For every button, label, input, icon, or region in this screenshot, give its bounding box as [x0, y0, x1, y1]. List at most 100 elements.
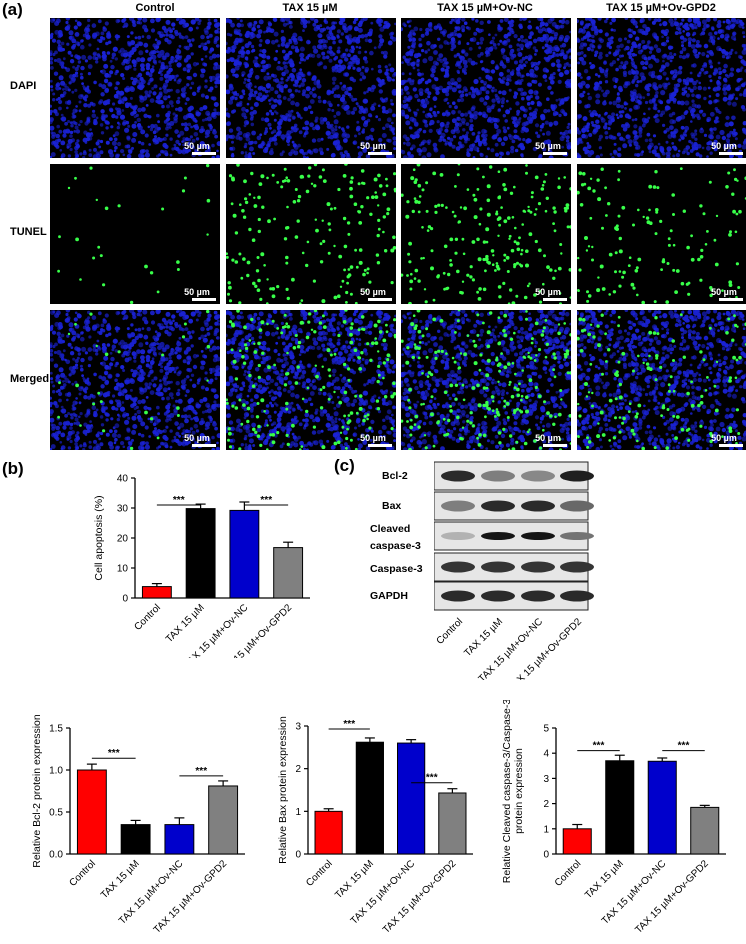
x-tick-label: Control — [67, 858, 98, 889]
blot-lane-label: TAX 15 µM — [462, 616, 505, 659]
blot-band — [441, 470, 475, 482]
micrograph-dapi-3: 50 µm — [577, 18, 746, 158]
row-header-merged: Merged — [10, 373, 50, 385]
scale-bar-label: 50 µm — [535, 287, 561, 297]
x-tick-label: Control — [304, 858, 335, 889]
column-header-tax-ovnc: TAX 15 µM+Ov-NC — [437, 2, 533, 14]
scale-bar-label: 50 µm — [711, 433, 737, 443]
blot-label-bcl2: Bcl-2 — [382, 470, 408, 482]
scale-bar-line — [543, 298, 567, 301]
micrograph-tunel-2: 50 µm — [401, 164, 571, 304]
y-tick-label: 2 — [295, 764, 301, 775]
bar-1 — [120, 824, 151, 855]
y-tick-label: 10 — [117, 564, 129, 575]
blot-label-cleaved: Cleaved — [370, 523, 411, 535]
y-axis-label: Relative Bax protein expression — [277, 716, 289, 864]
micrograph-tunel-3: 50 µm — [577, 164, 746, 304]
blot-band — [481, 532, 515, 540]
blot-row-2 — [434, 521, 594, 551]
significance-label: *** — [426, 773, 438, 784]
blot-band — [481, 561, 515, 573]
scale-bar-label: 50 µm — [535, 141, 561, 151]
x-tick-label: TAX 15 µM — [333, 858, 376, 901]
panel-label-a: (a) — [2, 0, 23, 19]
column-header-tax-ovgpd2: TAX 15 µM+Ov-GPD2 — [606, 2, 716, 14]
y-axis-label: Cell apoptosis (%) — [93, 495, 105, 580]
x-tick-label: TAX 15 µM — [99, 858, 142, 901]
blot-label-gapdh: GAPDH — [370, 590, 408, 602]
y-tick-label: 1 — [295, 807, 301, 818]
y-tick-label: 0 — [295, 850, 301, 861]
x-tick-label: TAX 15 µM+Ov-GPD2 — [633, 858, 711, 936]
bar-0 — [314, 810, 343, 855]
scale-bar: 50 µm — [529, 433, 567, 447]
blot-band — [521, 532, 555, 540]
bar-2 — [397, 742, 426, 855]
blot-band — [560, 561, 594, 573]
x-tick-label: TAX 15 µM — [164, 602, 207, 645]
scale-bar-label: 50 µm — [184, 287, 210, 297]
blot-row-0 — [434, 461, 594, 491]
y-tick-label: 0.0 — [49, 850, 63, 861]
blot-band — [560, 500, 594, 512]
blot-band — [521, 470, 555, 482]
scale-bar-line — [368, 444, 392, 447]
micrograph-dapi-2: 50 µm — [401, 18, 571, 158]
significance-label: *** — [678, 741, 690, 752]
bar-1 — [355, 741, 384, 855]
y-tick-label: 0.5 — [49, 808, 63, 819]
bar-3 — [208, 785, 239, 855]
y-tick-label: 3 — [295, 722, 301, 733]
blot-label-caspase3-cleaved: caspase-3 — [370, 540, 421, 552]
blot-row-4 — [434, 581, 594, 611]
scale-bar: 50 µm — [529, 287, 567, 301]
scale-bar-label: 50 µm — [184, 141, 210, 151]
blot-band — [441, 561, 475, 573]
scale-bar: 50 µm — [705, 433, 743, 447]
panel-label-b: (b) — [2, 459, 24, 478]
significance-label: *** — [593, 741, 605, 752]
significance-label: *** — [260, 495, 272, 506]
blot-band — [521, 561, 555, 573]
bar-3 — [273, 547, 304, 599]
y-tick-label: 0 — [122, 594, 128, 605]
y-tick-label: 20 — [117, 534, 129, 545]
y-tick-label: 1.0 — [49, 766, 63, 777]
significance-label: *** — [173, 495, 185, 506]
bar-2 — [164, 824, 195, 855]
scale-bar: 50 µm — [705, 287, 743, 301]
x-tick-label: TAX 15 µM+Ov-GPD2 — [152, 858, 230, 936]
micrograph-merged-0: 50 µm — [50, 310, 220, 450]
blot-label-caspase3: Caspase-3 — [370, 563, 423, 575]
scale-bar: 50 µm — [354, 287, 392, 301]
scale-bar-line — [719, 298, 743, 301]
blot-band — [521, 590, 555, 602]
scale-bar-label: 50 µm — [360, 141, 386, 151]
scale-bar-label: 50 µm — [360, 287, 386, 297]
scale-bar: 50 µm — [529, 141, 567, 155]
y-tick-label: 2 — [543, 799, 549, 810]
y-tick-label: 3 — [543, 774, 549, 785]
y-tick-label: 5 — [543, 724, 549, 735]
scale-bar-line — [543, 152, 567, 155]
x-tick-label: Control — [553, 858, 584, 889]
bar-2 — [647, 760, 677, 855]
blot-band — [481, 470, 515, 482]
y-axis-label: Relative Bcl-2 protein expression — [31, 714, 43, 868]
scale-bar: 50 µm — [178, 287, 216, 301]
significance-label: *** — [343, 719, 355, 730]
scale-bar-label: 50 µm — [711, 141, 737, 151]
bar-3 — [690, 806, 720, 855]
bar-0 — [76, 769, 107, 855]
column-header-tax: TAX 15 µM — [282, 2, 338, 14]
row-header-dapi: DAPI — [10, 80, 37, 92]
blot-label-bax: Bax — [382, 500, 402, 512]
scale-bar-line — [368, 152, 392, 155]
y-tick-label: 30 — [117, 504, 129, 515]
scale-bar: 50 µm — [354, 433, 392, 447]
blot-band — [560, 532, 594, 540]
